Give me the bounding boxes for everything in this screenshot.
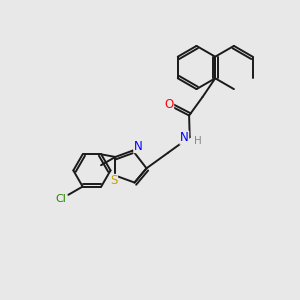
Text: N: N bbox=[134, 140, 142, 153]
Text: O: O bbox=[164, 98, 174, 111]
Text: S: S bbox=[110, 175, 118, 188]
Text: Cl: Cl bbox=[56, 194, 67, 204]
Text: H: H bbox=[194, 136, 202, 146]
Text: N: N bbox=[180, 131, 189, 144]
